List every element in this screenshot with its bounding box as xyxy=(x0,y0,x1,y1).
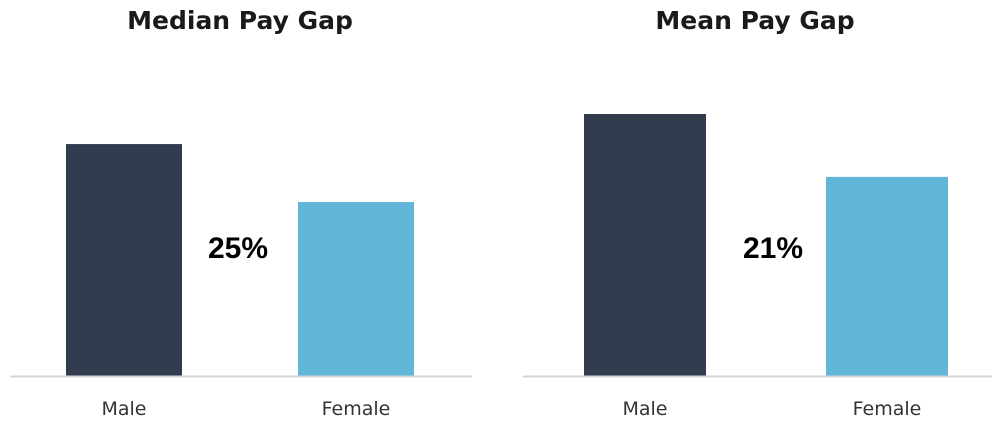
x-tick-label: Female xyxy=(322,398,391,420)
pay-gap-label: 25% xyxy=(208,232,268,265)
mean-pay-gap-plot: Male Female 21% xyxy=(523,114,992,420)
median-pay-gap-chart: Median Pay Gap Male Female 25% xyxy=(0,0,480,421)
mean-pay-gap-chart: Mean Pay Gap Male Female 21% xyxy=(515,0,995,421)
bar-female xyxy=(826,176,948,376)
pay-gap-label: 21% xyxy=(743,232,803,265)
x-tick-label: Male xyxy=(101,398,146,420)
x-tick-label: Female xyxy=(853,398,922,420)
median-pay-gap-plot: Male Female 25% xyxy=(10,144,472,420)
chart-title: Mean Pay Gap xyxy=(655,6,855,35)
bar-female xyxy=(298,202,414,376)
bar-male xyxy=(584,114,706,376)
chart-title: Median Pay Gap xyxy=(127,6,353,35)
bar-male xyxy=(66,144,182,376)
x-tick-label: Male xyxy=(622,398,667,420)
